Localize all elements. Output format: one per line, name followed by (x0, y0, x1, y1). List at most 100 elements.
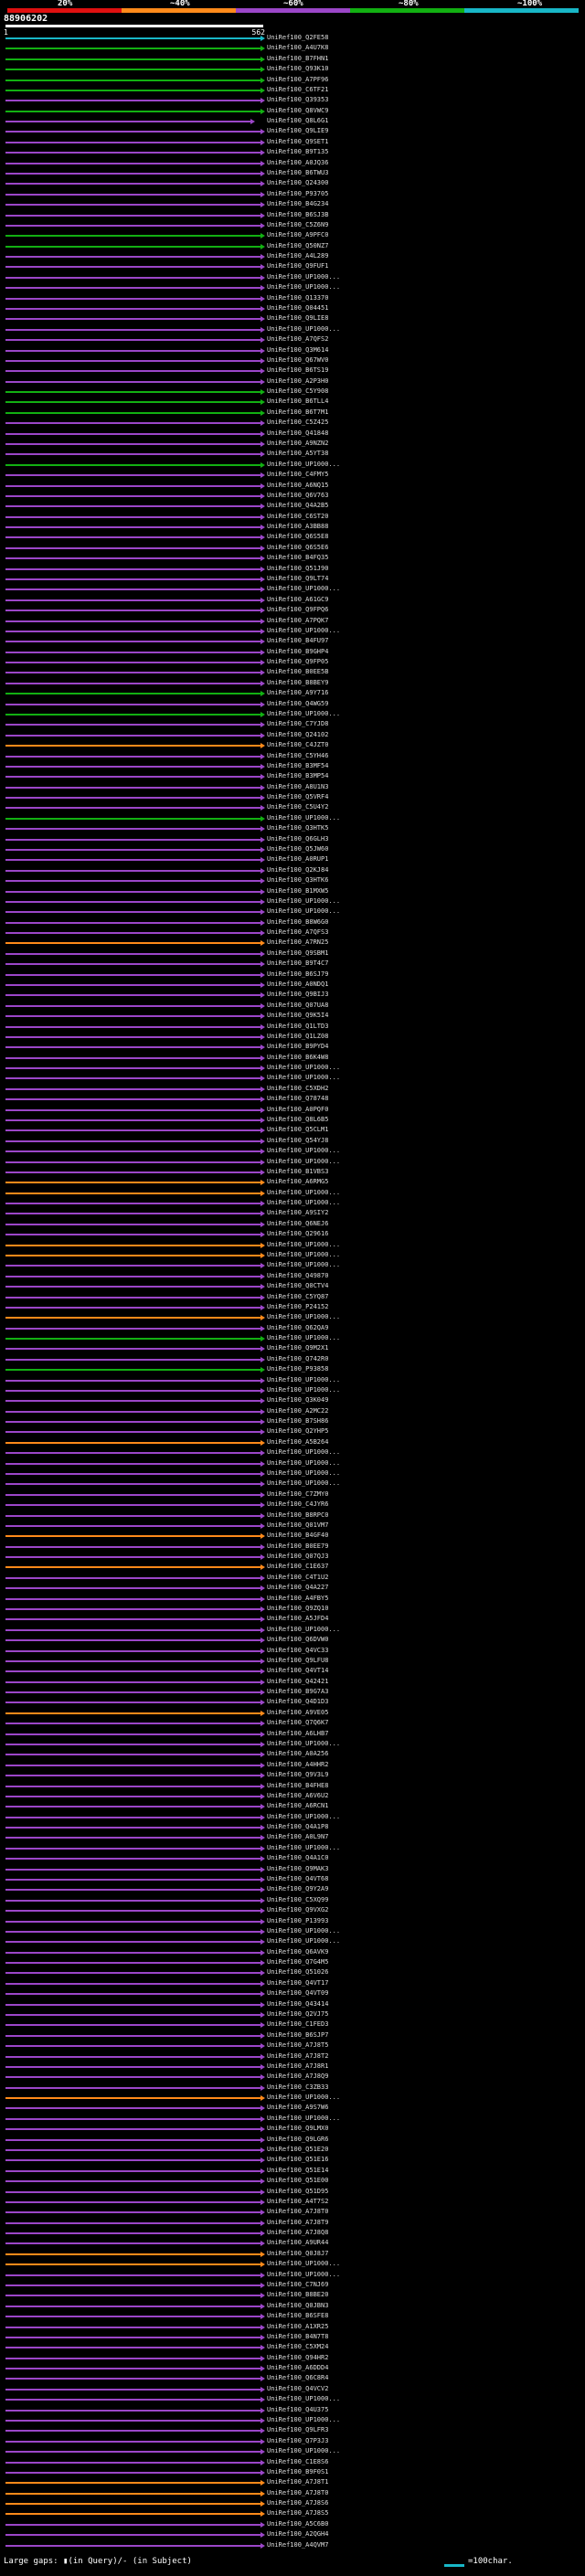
hit-label[interactable]: UniRef100_C7YJD8 (267, 720, 329, 728)
hit-label[interactable]: UniRef100_B6TWU3 (267, 168, 329, 176)
hit-label[interactable]: UniRef100_A7QFS2 (267, 335, 329, 344)
hit-label[interactable]: UniRef100_UP1000... (267, 460, 341, 468)
hit-label[interactable]: UniRef100_A7J8Q8 (267, 2229, 329, 2237)
hit-label[interactable]: UniRef100_A5C6B0 (267, 2519, 329, 2528)
hit-label[interactable]: UniRef100_C6TF21 (267, 85, 329, 93)
hit-label[interactable]: UniRef100_Q9V3L9 (267, 1771, 329, 1779)
hit-label[interactable]: UniRef100_Q13370 (267, 293, 329, 302)
hit-label[interactable]: UniRef100_C5Y908 (267, 387, 329, 396)
hit-label[interactable]: UniRef100_Q1LZ08 (267, 1032, 329, 1040)
hit-label[interactable]: UniRef100_UP1000... (267, 1261, 341, 1269)
hit-label[interactable]: UniRef100_UP1000... (267, 709, 341, 717)
hit-label[interactable]: UniRef100_P13993 (267, 1916, 329, 1924)
hit-label[interactable]: UniRef100_Q43414 (267, 1999, 329, 2008)
hit-label[interactable]: UniRef100_C5XQ99 (267, 1895, 329, 1903)
hit-label[interactable]: UniRef100_Q8VWC9 (267, 106, 329, 114)
hit-label[interactable]: UniRef100_Q3K049 (267, 1396, 329, 1405)
hit-label[interactable]: UniRef100_Q39353 (267, 96, 329, 104)
hit-label[interactable]: UniRef100_B9F0S1 (267, 2467, 329, 2475)
hit-label[interactable]: UniRef100_B6TLL4 (267, 398, 329, 406)
hit-label[interactable]: UniRef100_UP1000... (267, 1926, 341, 1935)
hit-label[interactable]: UniRef100_C6ST20 (267, 512, 329, 520)
hit-label[interactable]: UniRef100_Q9LFR3 (267, 2426, 329, 2434)
hit-label[interactable]: UniRef100_B6TS19 (267, 366, 329, 375)
hit-label[interactable]: UniRef100_A61GC9 (267, 595, 329, 603)
hit-label[interactable]: UniRef100_Q5CLM1 (267, 1126, 329, 1134)
hit-label[interactable]: UniRef100_C5Z425 (267, 419, 329, 427)
hit-label[interactable]: UniRef100_UP1000... (267, 585, 341, 593)
hit-label[interactable]: UniRef100_B6SFE8 (267, 2312, 329, 2320)
hit-label[interactable]: UniRef100_A7PF96 (267, 75, 329, 83)
hit-label[interactable]: UniRef100_Q6S5E6 (267, 543, 329, 551)
hit-label[interactable]: UniRef100_UP1000... (267, 813, 341, 822)
hit-label[interactable]: UniRef100_UP1000... (267, 2270, 341, 2278)
hit-label[interactable]: UniRef100_B0EE79 (267, 1542, 329, 1550)
hit-label[interactable]: UniRef100_UP1000... (267, 1375, 341, 1383)
hit-label[interactable]: UniRef100_C4FMY5 (267, 471, 329, 479)
hit-label[interactable]: UniRef100_Q51E00 (267, 2177, 329, 2185)
hit-label[interactable]: UniRef100_Q51D95 (267, 2187, 329, 2195)
hit-label[interactable]: UniRef100_C1E637 (267, 1563, 329, 1571)
hit-label[interactable]: UniRef100_UP1000... (267, 272, 341, 281)
hit-label[interactable]: UniRef100_UP1000... (267, 2094, 341, 2102)
hit-label[interactable]: UniRef100_B1VBS3 (267, 1167, 329, 1175)
hit-label[interactable]: UniRef100_B4FHE8 (267, 1781, 329, 1789)
hit-label[interactable]: UniRef100_Q6AVK9 (267, 1947, 329, 1956)
hit-label[interactable]: UniRef100_Q41848 (267, 429, 329, 437)
hit-label[interactable]: UniRef100_C5YQ87 (267, 1292, 329, 1300)
hit-label[interactable]: UniRef100_Q8L6B5 (267, 1115, 329, 1123)
hit-label[interactable]: UniRef100_Q6NEJ6 (267, 1219, 329, 1227)
hit-label[interactable]: UniRef100_A7QFS3 (267, 928, 329, 937)
hit-label[interactable]: UniRef100_A7J8S6 (267, 2499, 329, 2507)
hit-label[interactable]: UniRef100_Q24102 (267, 730, 329, 738)
hit-label[interactable]: UniRef100_B4FU97 (267, 637, 329, 645)
hit-label[interactable]: UniRef100_Q51E16 (267, 2156, 329, 2164)
hit-label[interactable]: UniRef100_UP1000... (267, 324, 341, 333)
hit-label[interactable]: UniRef100_B4N7T8 (267, 2332, 329, 2340)
hit-label[interactable]: UniRef100_B8BEY9 (267, 678, 329, 686)
hit-label[interactable]: UniRef100_B4FQ35 (267, 554, 329, 562)
hit-label[interactable]: UniRef100_Q9LIE8 (267, 314, 329, 323)
hit-label[interactable]: UniRef100_A7RN25 (267, 938, 329, 947)
hit-label[interactable]: UniRef100_UP1000... (267, 2395, 341, 2403)
hit-label[interactable]: UniRef100_UP1000... (267, 283, 341, 292)
hit-label[interactable]: UniRef100_C4JZT0 (267, 741, 329, 749)
hit-label[interactable]: UniRef100_Q0JBN3 (267, 2301, 329, 2309)
hit-label[interactable]: UniRef100_Q9LIE9 (267, 127, 329, 135)
hit-label[interactable]: UniRef100_P93705 (267, 189, 329, 197)
hit-label[interactable]: UniRef100_Q0CTV4 (267, 1282, 329, 1290)
hit-label[interactable]: UniRef100_Q7G4M5 (267, 1958, 329, 1966)
hit-label[interactable]: UniRef100_Q3M614 (267, 345, 329, 354)
hit-label[interactable]: UniRef100_UP1000... (267, 1937, 341, 1945)
hit-label[interactable]: UniRef100_UP1000... (267, 2416, 341, 2423)
hit-label[interactable]: UniRef100_A6V6U2 (267, 1791, 329, 1799)
hit-label[interactable]: UniRef100_UP1000... (267, 1740, 341, 1748)
hit-label[interactable]: UniRef100_A7J8T0 (267, 2488, 329, 2496)
hit-label[interactable]: UniRef100_A2QGH4 (267, 2530, 329, 2539)
hit-label[interactable]: UniRef100_B9PYD4 (267, 1043, 329, 1051)
hit-label[interactable]: UniRef100_B6K4W8 (267, 1053, 329, 1061)
hit-label[interactable]: UniRef100_UP1000... (267, 907, 341, 916)
hit-label[interactable]: UniRef100_UP1000... (267, 1240, 341, 1248)
hit-label[interactable]: UniRef100_B4GF40 (267, 1532, 329, 1540)
hit-label[interactable]: UniRef100_Q2FE58 (267, 34, 329, 41)
hit-label[interactable]: UniRef100_A7J8Q9 (267, 2072, 329, 2081)
hit-label[interactable]: UniRef100_Q8L6G1 (267, 117, 329, 125)
hit-label[interactable]: UniRef100_B9T4C7 (267, 959, 329, 968)
hit-label[interactable]: UniRef100_A6NQ15 (267, 481, 329, 489)
hit-label[interactable]: UniRef100_A9S7W6 (267, 2104, 329, 2112)
hit-label[interactable]: UniRef100_Q62QA9 (267, 1323, 329, 1331)
hit-label[interactable]: UniRef100_Q4A2B5 (267, 502, 329, 510)
hit-label[interactable]: UniRef100_B4G234 (267, 200, 329, 208)
hit-label[interactable]: UniRef100_A4HHR2 (267, 1760, 329, 1768)
hit-label[interactable]: UniRef100_Q2KJ84 (267, 865, 329, 874)
hit-label[interactable]: UniRef100_Q51E20 (267, 2146, 329, 2153)
hit-label[interactable]: UniRef100_A7J8T9 (267, 2218, 329, 2226)
hit-label[interactable]: UniRef100_A7J8R1 (267, 2062, 329, 2070)
hit-label[interactable]: UniRef100_Q4VT14 (267, 1667, 329, 1675)
hit-label[interactable]: UniRef100_Q3HTK5 (267, 824, 329, 832)
hit-label[interactable]: UniRef100_A0RUP1 (267, 855, 329, 864)
hit-label[interactable]: UniRef100_A6RCN1 (267, 1802, 329, 1810)
hit-label[interactable]: UniRef100_Q93K10 (267, 65, 329, 73)
hit-label[interactable]: UniRef100_Q4A1P8 (267, 1823, 329, 1831)
